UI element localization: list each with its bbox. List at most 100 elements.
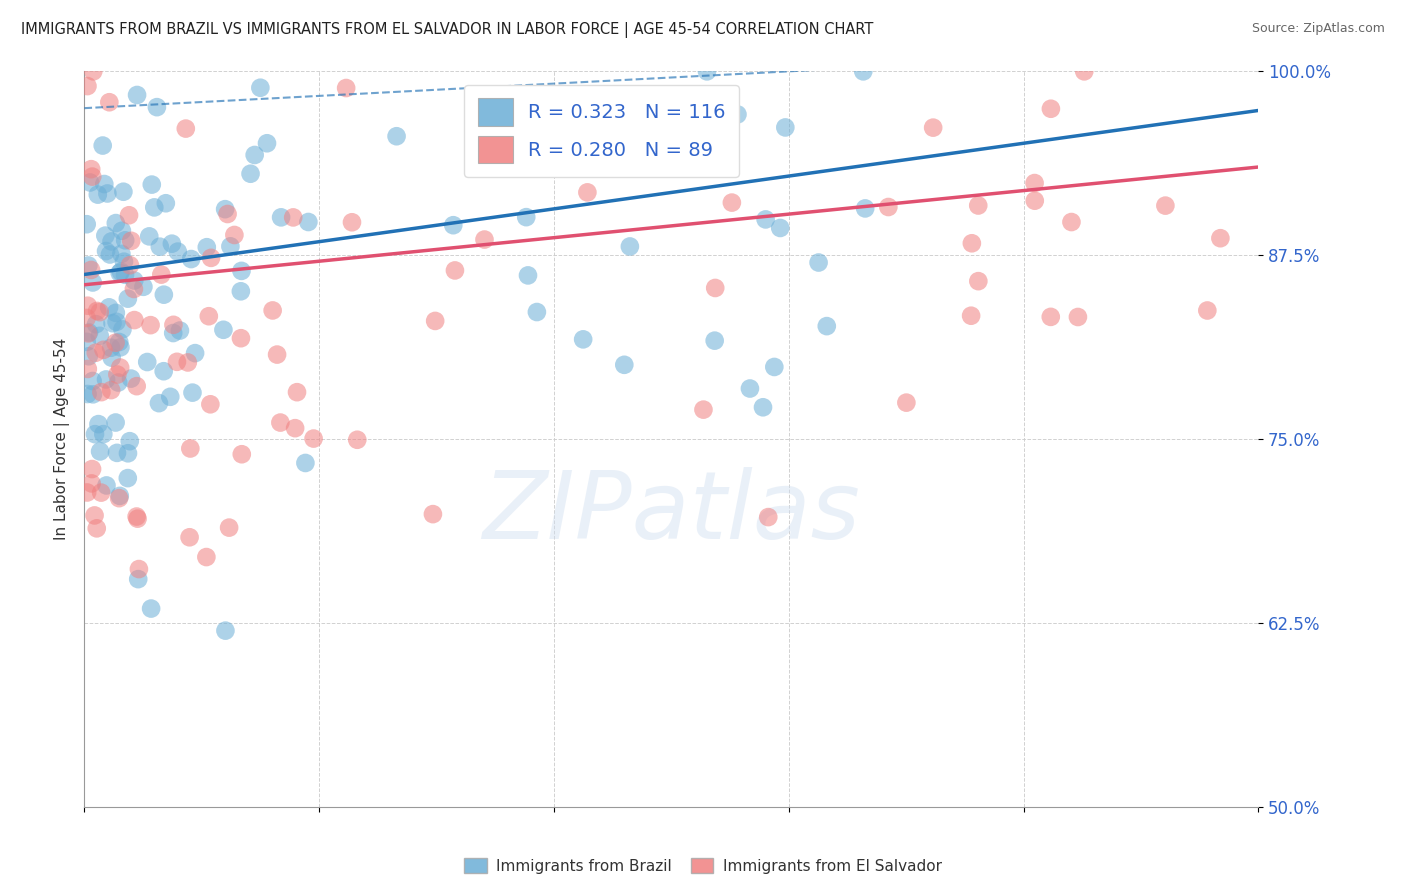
Point: [107, 376, 129, 390]
Point: [515, 210, 537, 224]
Point: [721, 195, 744, 210]
Point: [111, 322, 134, 336]
Point: [138, 229, 160, 244]
Point: [558, 88, 581, 103]
Point: [166, 244, 188, 259]
Point: [284, 421, 307, 435]
Point: [444, 263, 467, 277]
Point: [217, 207, 239, 221]
Point: [76, 387, 98, 401]
Point: [77, 326, 100, 341]
Point: [294, 456, 316, 470]
Point: [87, 187, 110, 202]
Point: [100, 341, 122, 355]
Point: [302, 432, 325, 446]
Point: [666, 122, 689, 136]
Point: [266, 348, 288, 362]
Point: [104, 306, 127, 320]
Point: [76, 485, 98, 500]
Point: [200, 397, 222, 411]
Point: [162, 326, 184, 340]
Text: IMMIGRANTS FROM BRAZIL VS IMMIGRANTS FROM EL SALVADOR IN LABOR FORCE | AGE 45-54: IMMIGRANTS FROM BRAZIL VS IMMIGRANTS FRO…: [21, 22, 873, 38]
Point: [91, 427, 114, 442]
Point: [243, 148, 266, 162]
Point: [89, 305, 111, 319]
Point: [162, 318, 184, 332]
Point: [124, 313, 146, 327]
Point: [1154, 199, 1177, 213]
Point: [852, 64, 875, 78]
Point: [619, 239, 641, 253]
Point: [526, 305, 548, 319]
Point: [1039, 102, 1062, 116]
Point: [111, 224, 134, 238]
Point: [86, 521, 108, 535]
Point: [769, 221, 792, 235]
Point: [136, 355, 159, 369]
Point: [122, 273, 145, 287]
Point: [89, 444, 111, 458]
Point: [118, 258, 141, 272]
Point: [80, 162, 103, 177]
Point: [110, 340, 132, 354]
Point: [105, 315, 128, 329]
Point: [114, 268, 136, 282]
Point: [98, 247, 121, 261]
Point: [967, 274, 990, 288]
Point: [159, 390, 181, 404]
Point: [76, 362, 98, 376]
Point: [1073, 64, 1095, 78]
Point: [104, 416, 127, 430]
Point: [112, 185, 135, 199]
Point: [76, 79, 98, 94]
Point: [853, 202, 876, 216]
Point: [114, 233, 136, 247]
Point: [1197, 303, 1219, 318]
Point: [90, 485, 112, 500]
Point: [696, 64, 718, 78]
Point: [537, 99, 560, 113]
Point: [229, 331, 252, 345]
Point: [82, 387, 104, 401]
Point: [1024, 194, 1046, 208]
Legend: R = 0.323   N = 116, R = 0.280   N = 89: R = 0.323 N = 116, R = 0.280 N = 89: [464, 85, 740, 177]
Point: [79, 176, 101, 190]
Point: [77, 326, 100, 340]
Point: [181, 385, 204, 400]
Point: [231, 447, 253, 461]
Point: [104, 335, 127, 350]
Point: [486, 142, 509, 156]
Point: [84, 317, 107, 331]
Point: [692, 402, 714, 417]
Point: [80, 263, 103, 277]
Point: [179, 530, 201, 544]
Point: [214, 624, 236, 638]
Point: [256, 136, 278, 151]
Point: [149, 240, 172, 254]
Point: [80, 462, 103, 476]
Point: [180, 252, 202, 266]
Point: [807, 255, 830, 269]
Point: [177, 355, 200, 369]
Point: [108, 489, 131, 503]
Point: [118, 208, 141, 222]
Point: [84, 345, 107, 359]
Point: [127, 572, 149, 586]
Point: [128, 562, 150, 576]
Point: [239, 167, 262, 181]
Point: [80, 476, 103, 491]
Point: [655, 134, 678, 148]
Point: [120, 234, 142, 248]
Point: [576, 186, 599, 200]
Point: [269, 416, 291, 430]
Point: [141, 178, 163, 192]
Point: [148, 396, 170, 410]
Point: [82, 374, 104, 388]
Text: ZIPatlas: ZIPatlas: [482, 467, 860, 558]
Point: [100, 383, 122, 397]
Point: [86, 304, 108, 318]
Point: [200, 251, 222, 265]
Point: [110, 265, 132, 279]
Point: [297, 215, 319, 229]
Point: [967, 198, 990, 212]
